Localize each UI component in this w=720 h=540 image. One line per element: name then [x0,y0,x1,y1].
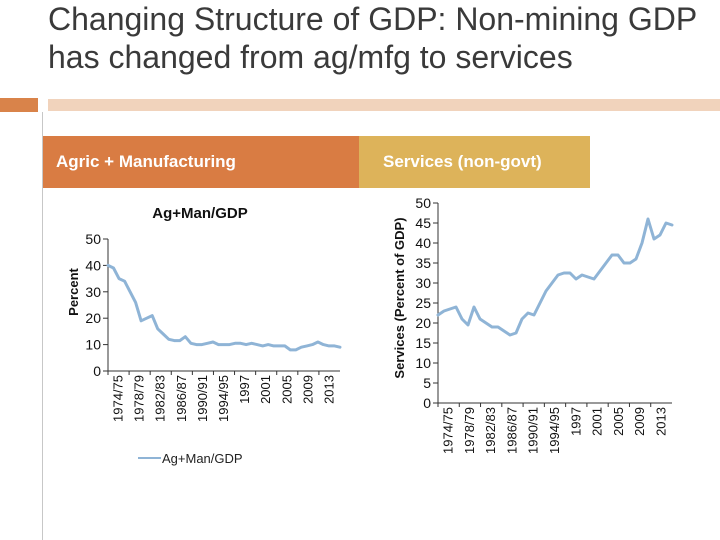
services-y-axis-label: Services (Percent of GDP) [392,217,407,378]
left-y-tick-label: 40 [85,257,101,273]
right-x-tick-label: 1974/75 [441,407,456,454]
right-series-line [436,217,674,337]
left-x-tick-label: 1978/79 [132,375,147,422]
left-y-tick-label: 50 [85,231,101,247]
slide-title: Changing Structure of GDP: Non-mining GD… [48,1,697,75]
right-y-tick-label: 20 [415,315,431,331]
left-x-tick-label: 1990/91 [195,375,210,422]
ag-man-x-ticks: 1974/75 1978/79 1982/83 1986/87 1990/91 1994/… [107,371,336,422]
left-y-tick-label: 10 [85,337,101,353]
title-underline-bar [48,99,720,111]
ag-man-legend: Ag+Man/GDP [138,451,243,466]
right-x-tick-label: 1982/83 [483,407,498,454]
services-header: Services (non-govt) [359,136,590,188]
services-axes [437,203,672,404]
right-x-tick-label: 1986/87 [504,407,519,454]
right-y-tick-label: 50 [415,195,431,211]
left-margin-rule [42,112,43,540]
left-series-line [106,263,342,352]
left-x-tick-label: 2013 [321,375,336,404]
services-series [436,217,674,337]
right-x-tick-label: 2005 [611,407,626,436]
ag-man-chart-title: Ag+Man/GDP [152,205,247,222]
right-x-tick-label: 1978/79 [462,407,477,454]
ag-man-legend-label: Ag+Man/GDP [162,451,243,466]
left-x-tick-label: 1982/83 [153,375,168,422]
right-y-tick-label: 40 [415,235,431,251]
ag-man-y-ticks: 0 10 20 30 40 50 [85,231,108,379]
right-x-tick-label: 1994/95 [547,407,562,454]
right-x-tick-label: 2001 [590,407,605,436]
title-accent-block [0,98,38,112]
right-y-tick-label: 0 [423,395,431,411]
services-chart: Services (Percent of GDP) 0 5 10 15 20 25 30 35… [392,195,674,454]
right-y-tick-label: 5 [423,375,431,391]
left-y-tick-label: 0 [93,363,101,379]
right-x-tick-label: 1990/91 [526,407,541,454]
right-y-tick-label: 35 [415,255,431,271]
left-y-tick-label: 30 [85,284,101,300]
right-y-tick-label: 45 [415,215,431,231]
services-y-ticks: 0 5 10 15 20 25 30 35 40 45 50 [415,195,438,411]
left-x-tick-label: 1994/95 [216,375,231,422]
left-x-tick-label: 1986/87 [174,375,189,422]
agric-manufacturing-header: Agric + Manufacturing [43,136,359,188]
right-x-tick-label: 2013 [653,407,668,436]
services-x-ticks: 1974/75 1978/79 1982/83 1986/87 1990/91 1994/… [437,403,668,454]
right-x-tick-label: 1997 [568,407,583,436]
left-x-tick-label: 2001 [258,375,273,404]
left-x-tick-label: 1974/75 [111,375,126,422]
left-x-tick-label: 2009 [300,375,315,404]
left-x-tick-label: 2005 [279,375,294,404]
right-y-tick-label: 15 [415,335,431,351]
right-y-tick-label: 10 [415,355,431,371]
left-x-tick-label: 1997 [237,375,252,404]
left-y-tick-label: 20 [85,310,101,326]
right-y-tick-label: 30 [415,275,431,291]
ag-man-axes [107,239,340,372]
ag-man-series [106,263,342,352]
ag-man-y-axis-label: Percent [66,267,81,315]
right-y-tick-label: 25 [415,295,431,311]
right-x-tick-label: 2009 [632,407,647,436]
